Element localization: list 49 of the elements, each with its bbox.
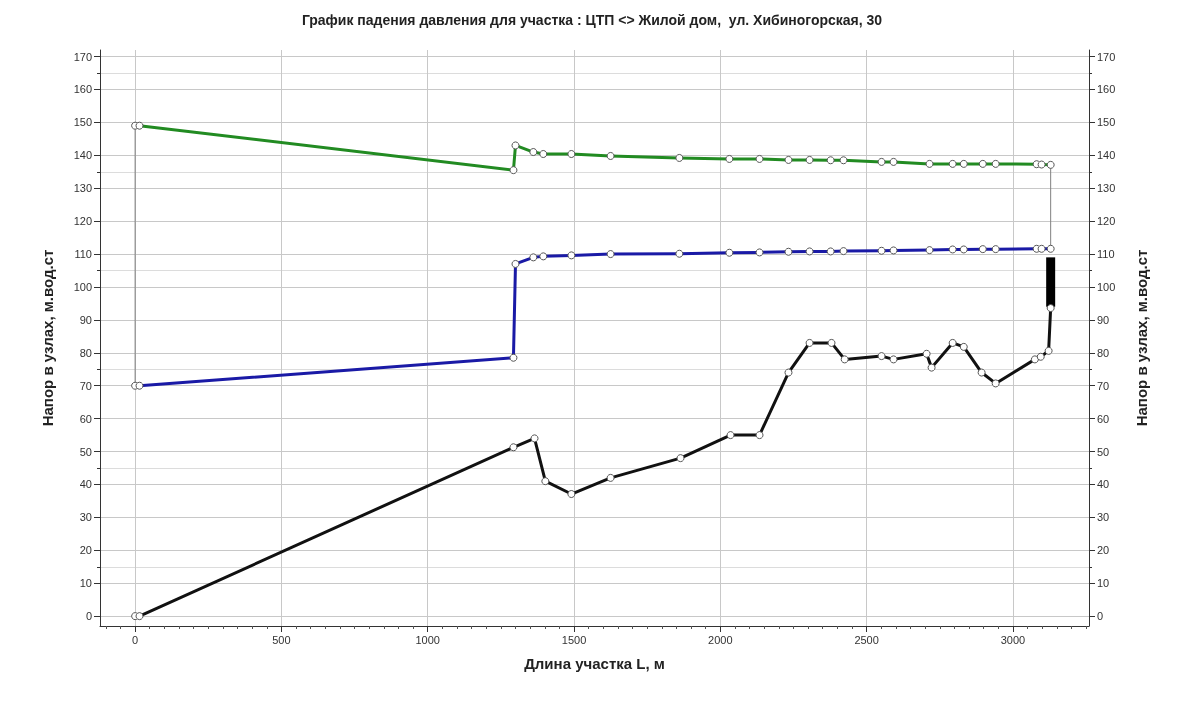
- y2-tick-label: 40: [1097, 478, 1110, 491]
- y-tick-label: 70: [79, 379, 92, 392]
- y-tick-label: 90: [79, 313, 92, 326]
- y-tick-label: 30: [79, 511, 92, 524]
- y-tick-label: 120: [73, 215, 92, 228]
- y-tick-label: 110: [74, 248, 92, 261]
- y2-tick-label: 60: [1097, 412, 1110, 425]
- y2-tick-label: 30: [1097, 511, 1110, 524]
- y2-tick-label: 0: [1097, 610, 1104, 623]
- y-tick-label: 130: [73, 182, 92, 195]
- y2-tick-label: 50: [1097, 445, 1110, 458]
- x-tick-label: 500: [272, 633, 291, 646]
- y2-tick-label: 100: [1097, 280, 1116, 293]
- chart-title: График падения давления для участка : ЦТП <> Жилой дом, ул. Хибиногорская, 30: [301, 12, 883, 28]
- x-tick-label: 2000: [708, 633, 733, 646]
- y2-tick-label: 70: [1097, 379, 1110, 392]
- y-axis-title: Напор в узлах, м.вод.ст: [39, 249, 56, 427]
- y2-tick-label: 10: [1097, 577, 1110, 590]
- y-tick-label: 0: [85, 610, 92, 623]
- y-tick-label: 80: [79, 346, 92, 359]
- y-tick-label: 170: [73, 50, 92, 63]
- y2-tick-label: 150: [1097, 116, 1116, 129]
- y-tick-label: 150: [73, 116, 92, 129]
- y2-tick-label: 110: [1097, 248, 1115, 261]
- y-tick-label: 100: [73, 280, 92, 293]
- x-tick-label: 1500: [561, 633, 587, 646]
- y-tick-label: 10: [79, 577, 92, 590]
- y-tick-label: 160: [73, 83, 92, 96]
- x-tick-label: 2500: [854, 633, 879, 646]
- y2-tick-label: 130: [1097, 182, 1116, 195]
- y2-tick-label: 20: [1097, 544, 1110, 557]
- y-tick-label: 50: [79, 445, 92, 458]
- point: [1046, 160, 1055, 169]
- x-axis-title: Длина участка L, м: [524, 655, 665, 672]
- y2-tick-label: 80: [1097, 346, 1110, 359]
- y-tick-label: 40: [79, 478, 92, 491]
- y2-tick-label: 170: [1097, 50, 1116, 63]
- y2-tick-label: 120: [1097, 215, 1116, 228]
- y2-tick-label: 140: [1097, 149, 1116, 162]
- y2-axis-title: Напор в узлах, м.вод.ст: [1133, 249, 1150, 427]
- x-tick-label: 3000: [1000, 633, 1026, 646]
- y-tick-label: 20: [79, 544, 92, 557]
- y2-tick-label: 160: [1097, 83, 1116, 96]
- y-tick-label: 140: [73, 149, 92, 162]
- x-tick-label: 1000: [415, 633, 440, 646]
- point: [1046, 244, 1055, 253]
- y2-tick-label: 90: [1097, 313, 1110, 326]
- x-tick-label: 0: [132, 633, 139, 646]
- y-tick-label: 60: [79, 412, 92, 425]
